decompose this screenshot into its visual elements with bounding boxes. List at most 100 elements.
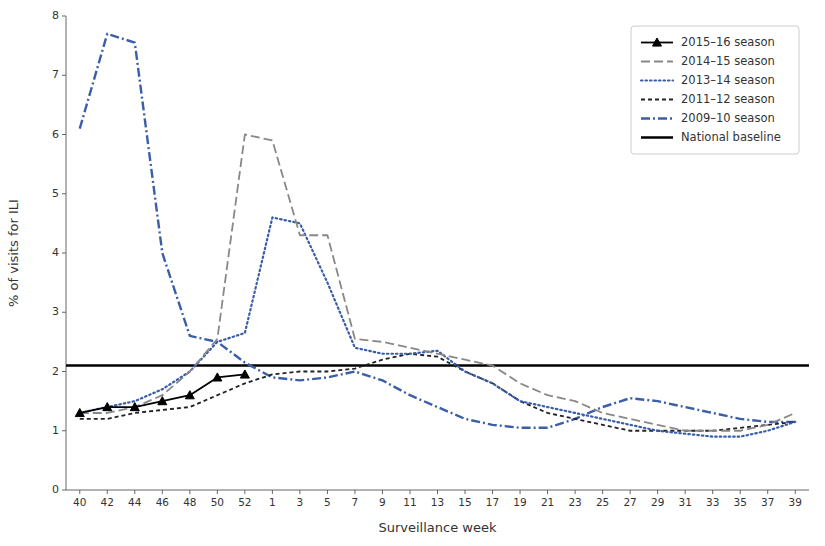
x-tick-label: 39 (789, 496, 802, 508)
x-tick-label: 29 (651, 496, 664, 508)
x-tick (217, 490, 218, 494)
legend: 2015–16 season 2014–15 season 2013–14 seas… (631, 26, 799, 154)
legend-label: 2009–10 season (681, 111, 775, 125)
page: {"chart_data": { "type": "line", "x_labe… (0, 0, 825, 546)
y-tick-label: 3 (52, 305, 59, 318)
x-tick (492, 490, 493, 494)
x-tick (162, 490, 163, 494)
y-tick (62, 312, 66, 313)
x-tick (244, 490, 245, 494)
x-tick-label: 44 (128, 496, 142, 508)
legend-swatch (641, 136, 673, 139)
x-tick (327, 490, 328, 494)
x-tick (299, 490, 300, 494)
x-tick-label: 35 (734, 496, 747, 508)
series-marker (130, 403, 139, 411)
y-tick-label: 4 (52, 246, 59, 259)
y-tick-label: 2 (52, 365, 59, 378)
x-tick (79, 490, 80, 494)
legend-label: 2013–14 season (681, 73, 775, 87)
y-tick-label: 0 (52, 483, 59, 496)
x-tick (272, 490, 273, 494)
x-tick-label: 52 (238, 496, 251, 508)
x-tick-label: 25 (596, 496, 609, 508)
x-tick-label: 15 (458, 496, 471, 508)
y-tick-label: 5 (52, 187, 59, 200)
y-tick-label: 7 (52, 68, 59, 81)
series-marker (158, 397, 167, 405)
y-tick-label: 1 (52, 424, 59, 437)
x-tick-label: 3 (297, 496, 304, 508)
x-tick (657, 490, 658, 494)
y-tick (62, 253, 66, 254)
x-tick (767, 490, 768, 494)
x-tick-label: 31 (678, 496, 691, 508)
x-tick-label: 48 (183, 496, 196, 508)
x-tick (409, 490, 410, 494)
plot-area (66, 34, 809, 437)
y-tick (62, 75, 66, 76)
y-tick (62, 134, 66, 135)
x-tick-label: 13 (431, 496, 444, 508)
y-tick (62, 371, 66, 372)
series-marker (75, 408, 84, 416)
chart: 0123456784042444648505213579111315171921… (0, 0, 825, 546)
x-tick-label: 27 (623, 496, 636, 508)
x-tick-label: 21 (541, 496, 554, 508)
legend-swatch (641, 117, 673, 119)
y-tick-label: 8 (52, 9, 59, 22)
y-axis-title: % of visits for ILI (6, 199, 21, 307)
x-tick (189, 490, 190, 494)
x-tick-label: 5 (324, 496, 331, 508)
x-tick (354, 490, 355, 494)
legend-swatch (641, 99, 673, 101)
x-tick-label: 37 (761, 496, 774, 508)
x-tick-label: 33 (706, 496, 719, 508)
x-tick (437, 490, 438, 494)
x-tick-label: 19 (513, 496, 526, 508)
y-tick (62, 490, 66, 491)
legend-box (631, 26, 799, 154)
x-tick-label: 17 (486, 496, 499, 508)
x-tick-label: 1 (269, 496, 276, 508)
y-tick-label: 6 (52, 128, 59, 141)
y-tick (62, 16, 66, 17)
series-line (80, 354, 795, 431)
x-tick (575, 490, 576, 494)
y-tick (62, 430, 66, 431)
x-axis-title: Surveillance week (378, 520, 496, 535)
x-tick (795, 490, 796, 494)
x-tick (685, 490, 686, 494)
x-tick-label: 50 (211, 496, 224, 508)
legend-swatch (641, 61, 673, 63)
legend-label: 2015–16 season (681, 35, 775, 49)
x-tick-label: 40 (73, 496, 86, 508)
y-tick (62, 193, 66, 194)
legend-label: 2011–12 season (681, 92, 775, 106)
series-marker (213, 373, 222, 381)
x-tick (740, 490, 741, 494)
series-marker (103, 403, 112, 411)
series-marker (240, 370, 249, 378)
x-tick-label: 9 (379, 496, 386, 508)
x-tick (134, 490, 135, 494)
x-tick (712, 490, 713, 494)
legend-marker (653, 38, 662, 46)
x-tick (630, 490, 631, 494)
series-marker (185, 391, 194, 399)
legend-label: 2014–15 season (681, 54, 775, 68)
x-tick-label: 23 (568, 496, 581, 508)
legend-label: National baseline (681, 130, 781, 144)
x-tick-label: 42 (101, 496, 114, 508)
x-tick (465, 490, 466, 494)
x-tick (520, 490, 521, 494)
x-tick (107, 490, 108, 494)
series-line (80, 135, 795, 431)
legend-swatch (641, 79, 673, 81)
series-line (80, 34, 795, 428)
x-tick (602, 490, 603, 494)
x-tick (382, 490, 383, 494)
series-line (80, 217, 795, 436)
x-tick-label: 7 (352, 496, 359, 508)
x-tick-label: 11 (403, 496, 416, 508)
